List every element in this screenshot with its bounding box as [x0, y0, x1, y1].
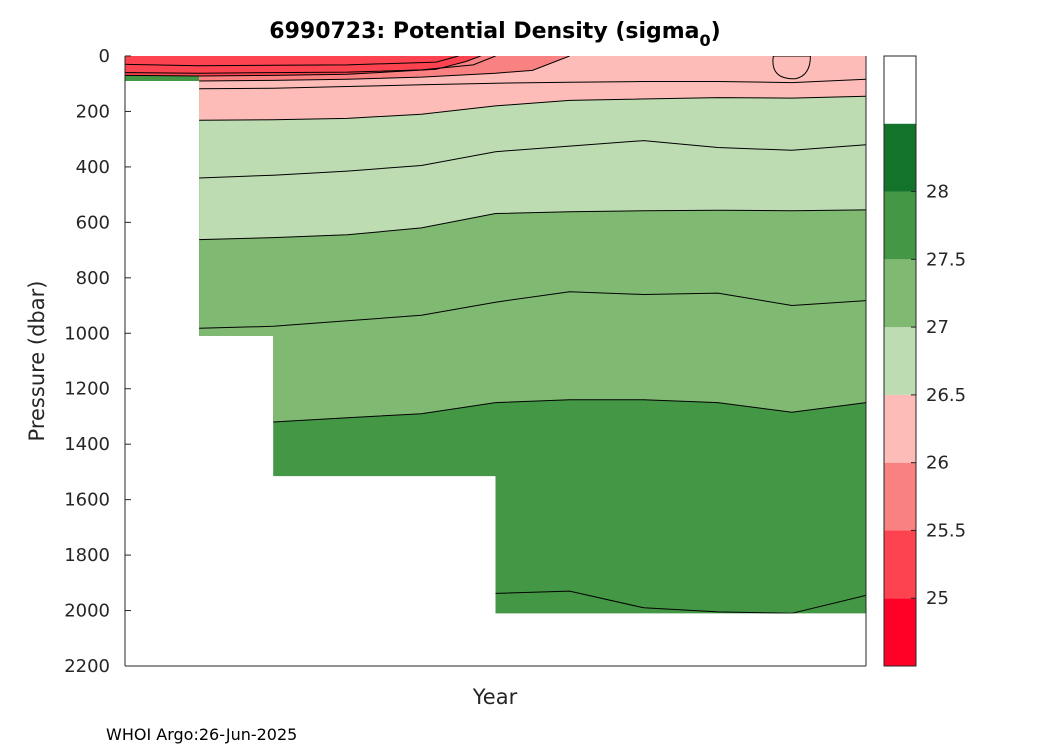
colorbar-band — [884, 462, 916, 531]
y-tick-label: 1000 — [64, 323, 110, 344]
colorbar-band — [884, 123, 916, 192]
colorbar-frame — [883, 55, 917, 667]
contour-line-27 — [199, 209, 866, 241]
contour-line-26 — [199, 56, 570, 82]
contour-line-26.5 — [199, 95, 866, 121]
colorbar-tick-label: 25 — [926, 588, 949, 609]
y-tick-label: 0 — [99, 46, 110, 67]
isopycnal-line — [125, 56, 459, 67]
colorbar-tick-label: 28 — [926, 182, 949, 203]
x-axis-label: Year — [472, 685, 518, 709]
y-tick-label: 1200 — [64, 379, 110, 400]
y-tick-label: 2000 — [64, 601, 110, 622]
svg-text:6990723: Potential Density (si: 6990723: Potential Density (sigma0) — [269, 19, 720, 50]
isopycnal-line — [495, 590, 866, 614]
credit-footer: WHOI Argo:26-Jun-2025 — [106, 725, 298, 744]
title-main: 6990723: Potential Density (sigma — [269, 19, 699, 44]
isopycnal-line — [199, 291, 866, 329]
plot-area — [125, 56, 866, 614]
y-tick-label: 2200 — [64, 656, 110, 677]
y-tick-label: 800 — [76, 268, 110, 289]
colorbar-band — [884, 327, 916, 395]
y-axis-label: Pressure (dbar) — [25, 281, 49, 442]
title-close: ) — [711, 19, 721, 44]
isopycnal-line — [199, 78, 866, 90]
colorbar-band — [884, 259, 916, 328]
y-tick-label: 400 — [76, 157, 110, 178]
y-tick-label: 200 — [76, 101, 110, 122]
colorbar-tick-label: 26 — [926, 453, 949, 474]
contour-line-27.5 — [199, 399, 866, 427]
y-tick-label: 1600 — [64, 490, 110, 511]
title-subscript: 0 — [700, 31, 711, 50]
y-tick-label: 1400 — [64, 434, 110, 455]
colorbar-band — [884, 191, 916, 260]
colorbar-tick-label: 25.5 — [926, 520, 966, 541]
chart-title: 6990723: Potential Density (sigma0) — [269, 19, 720, 50]
colorbar: 25 25.5 26 26.5 27 27.5 28 — [883, 55, 966, 667]
isopycnal-line — [199, 140, 866, 179]
contour-line-25.5 — [125, 56, 481, 77]
colorbar-band — [884, 598, 916, 666]
colorbar-tick-label: 27 — [926, 317, 949, 338]
y-tick-label: 600 — [76, 212, 110, 233]
colorbar-tick-label: 26.5 — [926, 385, 966, 406]
isopycnal-line — [125, 56, 496, 74]
colorbar-tick-label: 27.5 — [926, 249, 966, 270]
axes: 0 200 400 600 800 1000 1200 1400 1600 1800 2000 220… — [64, 46, 867, 677]
surface-eddy — [772, 56, 811, 80]
y-tick-label: 1800 — [64, 545, 110, 566]
colorbar-band — [884, 530, 916, 599]
colorbar-band — [884, 394, 916, 463]
contour-fills — [125, 56, 866, 614]
